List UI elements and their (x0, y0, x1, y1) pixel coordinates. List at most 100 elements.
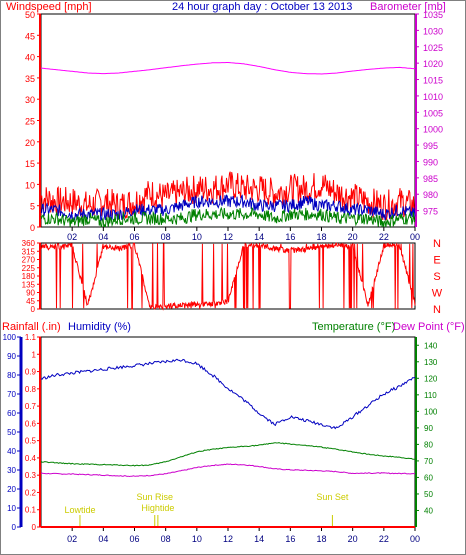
left-tick-label: 135 (22, 280, 36, 289)
rainfall-tick-label: 1.1 (25, 333, 37, 342)
temperature-tick-label: 100 (424, 407, 438, 416)
rainfall-tick-label: 0 (32, 523, 37, 532)
left-tick-label: 25 (25, 117, 35, 127)
x-tick-label: 08 (161, 534, 171, 544)
x-tick-label: 22 (379, 534, 389, 544)
temperature-tick-label: 50 (424, 490, 433, 499)
x-tick-label: 20 (348, 232, 358, 242)
left-tick-label: 45 (25, 31, 35, 41)
temperature-line (40, 442, 416, 467)
temperature-tick-label: 70 (424, 457, 433, 466)
rainfall-axis-title: Rainfall (.in) (2, 321, 61, 333)
humidity-tick-label: 80 (7, 371, 16, 380)
left-tick-label: 15 (25, 159, 35, 169)
left-tick-label: 0 (31, 305, 36, 314)
right-tick-label: 1035 (423, 10, 443, 20)
compass-label: N (433, 238, 441, 250)
temperature-tick-label: 110 (424, 391, 437, 400)
compass-label: S (433, 271, 440, 283)
annotation-label: Sun Rise (136, 492, 173, 502)
rainfall-tick-label: 0.6 (25, 419, 37, 428)
dewpoint-line (40, 463, 415, 478)
left-tick-label: 40 (25, 53, 35, 63)
right-tick-label: 1015 (423, 76, 443, 86)
x-tick-label: 00 (410, 232, 420, 242)
x-tick-label: 12 (223, 232, 233, 242)
rainfall-tick-label: 0.3 (25, 471, 37, 480)
rainfall-tick-label: 0.2 (25, 488, 37, 497)
annotation-label: Lowtide (64, 505, 95, 515)
windspeed-avg-line (40, 194, 416, 222)
x-tick-label: 18 (316, 232, 326, 242)
humidity-tick-label: 20 (7, 485, 16, 494)
left-tick-label: 360 (22, 239, 36, 248)
x-tick-label: 10 (192, 232, 202, 242)
left-tick-label: 20 (25, 138, 35, 148)
x-tick-label: 02 (67, 534, 77, 544)
x-tick-label: 14 (254, 534, 264, 544)
wind-direction-line (40, 242, 416, 311)
left-tick-label: 90 (26, 289, 35, 298)
barometer-line (40, 62, 416, 75)
windspeed-min-line (40, 206, 416, 229)
compass-label: E (433, 255, 440, 267)
left-tick-label: 225 (22, 264, 36, 273)
humidity-tick-label: 50 (7, 428, 16, 437)
windspeed-gust-line (40, 171, 416, 221)
humidity-tick-label: 100 (3, 333, 17, 342)
right-tick-label: 1020 (423, 59, 443, 69)
x-tick-label: 14 (254, 232, 264, 242)
left-tick-label: 180 (22, 272, 36, 281)
left-tick-label: 5 (30, 202, 35, 212)
temperature-tick-label: 60 (424, 473, 433, 482)
left-tick-label: 35 (25, 74, 35, 84)
right-tick-label: 1005 (423, 108, 443, 118)
right-tick-label: 985 (423, 174, 438, 184)
x-tick-label: 22 (379, 232, 389, 242)
temperature-tick-label: 90 (424, 424, 433, 433)
windspeed-axis-title: Windspeed [mph] (6, 1, 92, 13)
windspeed-barometer-panel: 0510152025303540455097598098599099510001… (25, 10, 443, 242)
humidity-tick-label: 0 (12, 523, 17, 532)
right-tick-label: 990 (423, 157, 438, 167)
rainfall-tick-label: 0.5 (25, 437, 37, 446)
temperature-axis-title: Temperature (°F) (312, 321, 395, 333)
annotation-label: Hightide (141, 503, 174, 513)
right-tick-label: 1000 (423, 125, 443, 135)
temperature-tick-label: 40 (424, 506, 433, 515)
x-tick-label: 00 (410, 534, 420, 544)
rainfall-tick-label: 0.4 (25, 454, 37, 463)
left-tick-label: 315 (22, 247, 36, 256)
left-tick-label: 50 (25, 10, 35, 20)
x-tick-label: 16 (285, 534, 295, 544)
right-tick-label: 1030 (423, 26, 443, 36)
right-tick-label: 980 (423, 190, 438, 200)
x-tick-label: 04 (98, 534, 108, 544)
rainfall-tick-label: 0.9 (25, 368, 37, 377)
left-tick-label: 45 (26, 297, 35, 306)
x-tick-label: 02 (67, 232, 77, 242)
x-tick-label: 16 (285, 232, 295, 242)
x-tick-label: 20 (348, 534, 358, 544)
chart-title: 24 hour graph day : October 13 2013 (172, 1, 352, 13)
right-tick-label: 975 (423, 207, 438, 217)
humidity-temperature-panel: 010203040506070809010000.10.20.30.40.50.… (3, 333, 438, 544)
temperature-tick-label: 140 (424, 341, 438, 350)
right-tick-label: 1010 (423, 92, 443, 102)
x-tick-label: 06 (129, 534, 139, 544)
right-tick-label: 995 (423, 141, 438, 151)
plot-area (40, 336, 416, 528)
annotation-label: Sun Set (316, 492, 349, 502)
right-tick-label: 1025 (423, 43, 443, 53)
rainfall-tick-label: 1 (32, 350, 37, 359)
left-tick-label: 30 (25, 95, 35, 105)
humidity-tick-label: 10 (7, 504, 16, 513)
temperature-tick-label: 80 (424, 440, 433, 449)
left-tick-label: 10 (25, 180, 35, 190)
humidity-tick-label: 40 (7, 447, 16, 456)
humidity-tick-label: 70 (7, 390, 16, 399)
humidity-tick-label: 90 (7, 352, 16, 361)
x-tick-label: 12 (223, 534, 233, 544)
left-tick-label: 0 (30, 223, 35, 233)
